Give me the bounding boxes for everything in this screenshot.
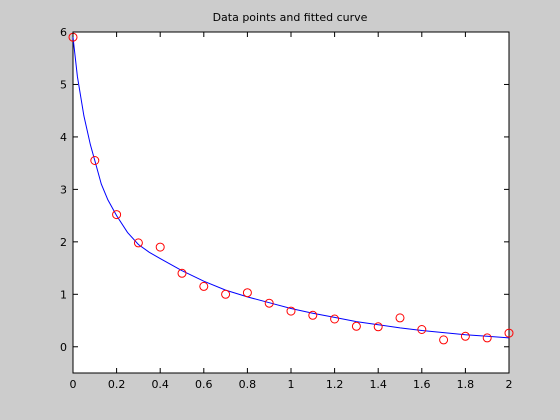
data-point-marker <box>112 210 122 220</box>
data-points-layer <box>68 32 514 345</box>
x-axis: 0 0.2 0.4 0.6 0.8 1 1.2 1.4 1.6 1.8 2 <box>70 32 513 391</box>
x-tick-label: 2 <box>506 378 513 391</box>
y-tick-label: 1 <box>60 288 67 301</box>
x-tick-label: 1.4 <box>369 378 387 391</box>
plot-area <box>72 31 510 374</box>
data-point-marker <box>373 322 383 332</box>
x-tick-label: 0.2 <box>108 378 126 391</box>
data-point-marker <box>395 313 405 323</box>
data-point-marker <box>177 268 187 278</box>
data-point-marker <box>460 331 470 341</box>
x-tick-label: 1 <box>288 378 295 391</box>
x-tick-label: 1.6 <box>413 378 431 391</box>
x-tick-label: 0.8 <box>239 378 257 391</box>
y-axis: 0 1 2 3 4 5 6 <box>60 26 509 354</box>
data-point-marker <box>504 328 514 338</box>
chart-title: Data points and fitted curve <box>213 11 368 24</box>
data-point-marker <box>286 306 296 316</box>
x-tick-label: 0.4 <box>151 378 169 391</box>
y-tick-label: 4 <box>60 131 67 144</box>
data-point-marker <box>155 242 165 252</box>
x-tick-label: 1.8 <box>457 378 475 391</box>
data-point-marker <box>199 281 209 291</box>
data-point-marker <box>133 238 143 248</box>
data-point-marker <box>330 314 340 324</box>
y-tick-label: 0 <box>60 341 67 354</box>
data-point-marker <box>90 156 100 165</box>
data-point-marker <box>264 298 274 308</box>
y-tick-label: 2 <box>60 236 67 249</box>
data-point-marker <box>439 335 449 345</box>
y-tick-label: 3 <box>60 183 67 196</box>
data-point-marker <box>482 333 492 343</box>
fitted-curve-layer <box>72 37 510 339</box>
data-point-marker <box>351 321 361 331</box>
data-point-marker <box>308 310 318 320</box>
y-tick-label: 6 <box>60 26 67 39</box>
x-tick-label: 1.2 <box>326 378 344 391</box>
fitted-curve-line <box>72 37 510 339</box>
data-point-marker <box>221 289 231 299</box>
x-tick-label: 0.6 <box>195 378 213 391</box>
y-tick-label: 5 <box>60 78 67 91</box>
data-point-marker <box>417 325 427 334</box>
data-point-marker <box>242 288 252 298</box>
x-tick-label: 0 <box>70 378 77 391</box>
